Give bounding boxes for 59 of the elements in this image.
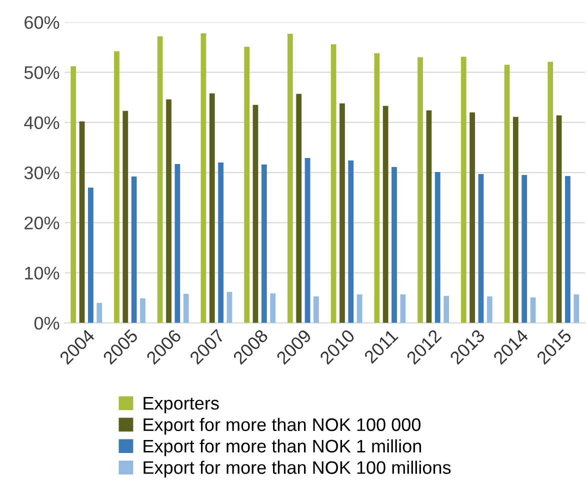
bar — [79, 121, 85, 323]
bar — [418, 57, 423, 323]
bar — [382, 106, 388, 323]
bar — [348, 160, 354, 323]
bar — [478, 174, 484, 323]
bar — [218, 162, 224, 323]
bar — [522, 175, 528, 323]
bar — [444, 296, 449, 323]
bar — [261, 164, 267, 323]
y-tick-label: 60% — [24, 16, 60, 29]
bar — [304, 158, 310, 323]
bar — [314, 296, 319, 323]
bar — [392, 167, 397, 323]
bar — [565, 176, 570, 323]
bar — [296, 94, 302, 323]
bar — [166, 99, 172, 323]
bar — [374, 53, 380, 323]
y-tick-label: 50% — [24, 66, 60, 80]
bar — [96, 302, 102, 323]
y-tick-label: 30% — [24, 166, 60, 180]
legend-label: Exporters — [144, 397, 219, 414]
bar — [330, 44, 336, 323]
bar — [512, 116, 518, 323]
bar — [530, 297, 536, 323]
bar — [400, 294, 406, 323]
bar — [270, 293, 276, 323]
legend-label: Export for more than NOK 100 000 — [144, 418, 421, 435]
bar — [486, 296, 492, 323]
bar — [356, 294, 362, 323]
bar — [470, 112, 475, 323]
bar — [434, 172, 440, 323]
bar — [209, 93, 215, 323]
bar — [426, 110, 432, 323]
bar — [183, 294, 189, 323]
legend-label: Export for more than NOK 100 millions — [144, 460, 451, 478]
bar — [226, 292, 232, 323]
bar — [157, 36, 163, 323]
bar — [131, 176, 137, 323]
y-tick-label: 40% — [24, 116, 60, 130]
bar — [200, 33, 206, 323]
bar — [70, 66, 76, 323]
bar — [340, 103, 345, 323]
bar — [556, 115, 562, 323]
legend-label: Export for more than NOK 1 million — [144, 439, 422, 456]
bar — [287, 34, 293, 323]
bar — [460, 56, 466, 323]
bar — [114, 51, 120, 323]
bar — [122, 110, 128, 323]
y-tick-label: 0% — [34, 316, 60, 330]
bar — [140, 298, 146, 323]
bar — [88, 188, 94, 323]
bar — [504, 64, 510, 323]
y-tick-label: 10% — [25, 266, 60, 280]
bar — [244, 46, 250, 323]
bar — [252, 104, 258, 323]
bar — [574, 294, 580, 323]
bar — [174, 164, 180, 323]
y-tick-label: 20% — [24, 216, 60, 230]
bar — [548, 62, 554, 323]
